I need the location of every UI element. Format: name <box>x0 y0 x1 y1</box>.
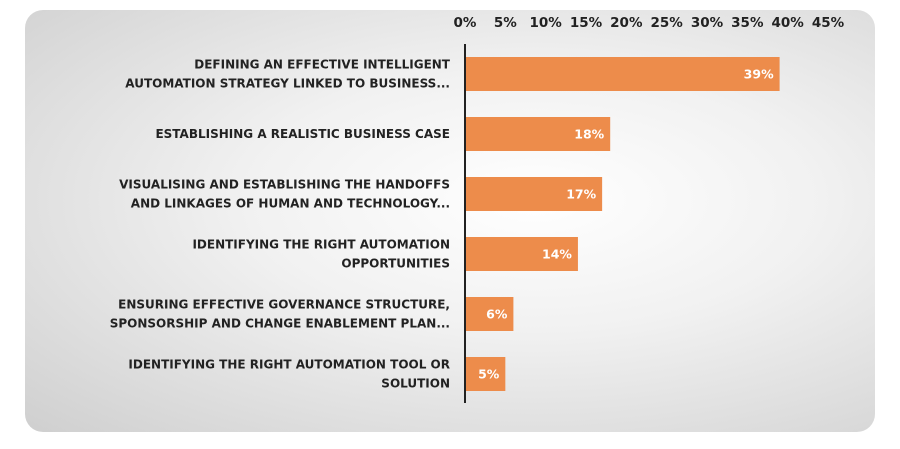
category-label: AND LINKAGES OF HUMAN AND TECHNOLOGY... <box>131 197 450 211</box>
category-label: SOLUTION <box>381 377 450 391</box>
data-label: 18% <box>574 127 604 142</box>
x-tick-label: 30% <box>691 15 724 31</box>
category-label: ESTABLISHING A REALISTIC BUSINESS CASE <box>155 127 450 141</box>
x-tick-label: 40% <box>772 15 805 31</box>
category-label: IDENTIFYING THE RIGHT AUTOMATION <box>192 238 450 252</box>
x-tick-label: 0% <box>454 15 477 31</box>
data-label: 5% <box>478 367 500 382</box>
x-tick-label: 5% <box>494 15 517 31</box>
bar <box>465 57 780 91</box>
bar <box>465 117 611 151</box>
category-label: ENSURING EFFECTIVE GOVERNANCE STRUCTURE, <box>118 298 450 312</box>
bar <box>465 237 578 271</box>
x-tick-label: 10% <box>530 15 563 31</box>
x-tick-label: 20% <box>610 15 643 31</box>
category-label: SPONSORSHIP AND CHANGE ENABLEMENT PLAN..… <box>110 317 450 331</box>
bar <box>465 177 603 211</box>
data-label: 6% <box>486 307 508 322</box>
data-label: 14% <box>542 247 572 262</box>
x-tick-label: 45% <box>812 15 845 31</box>
category-label: AUTOMATION STRATEGY LINKED TO BUSINESS..… <box>125 77 450 91</box>
bar <box>465 357 506 391</box>
category-label: IDENTIFYING THE RIGHT AUTOMATION TOOL OR <box>128 358 450 372</box>
x-tick-label: 15% <box>570 15 603 31</box>
x-tick-label: 25% <box>651 15 684 31</box>
x-tick-label: 35% <box>731 15 764 31</box>
category-label: DEFINING AN EFFECTIVE INTELLIGENT <box>194 58 451 72</box>
bar <box>465 297 514 331</box>
category-label: OPPORTUNITIES <box>341 257 450 271</box>
data-label: 39% <box>744 67 774 82</box>
data-label: 17% <box>566 187 596 202</box>
category-label: VISUALISING AND ESTABLISHING THE HANDOFF… <box>119 178 450 192</box>
